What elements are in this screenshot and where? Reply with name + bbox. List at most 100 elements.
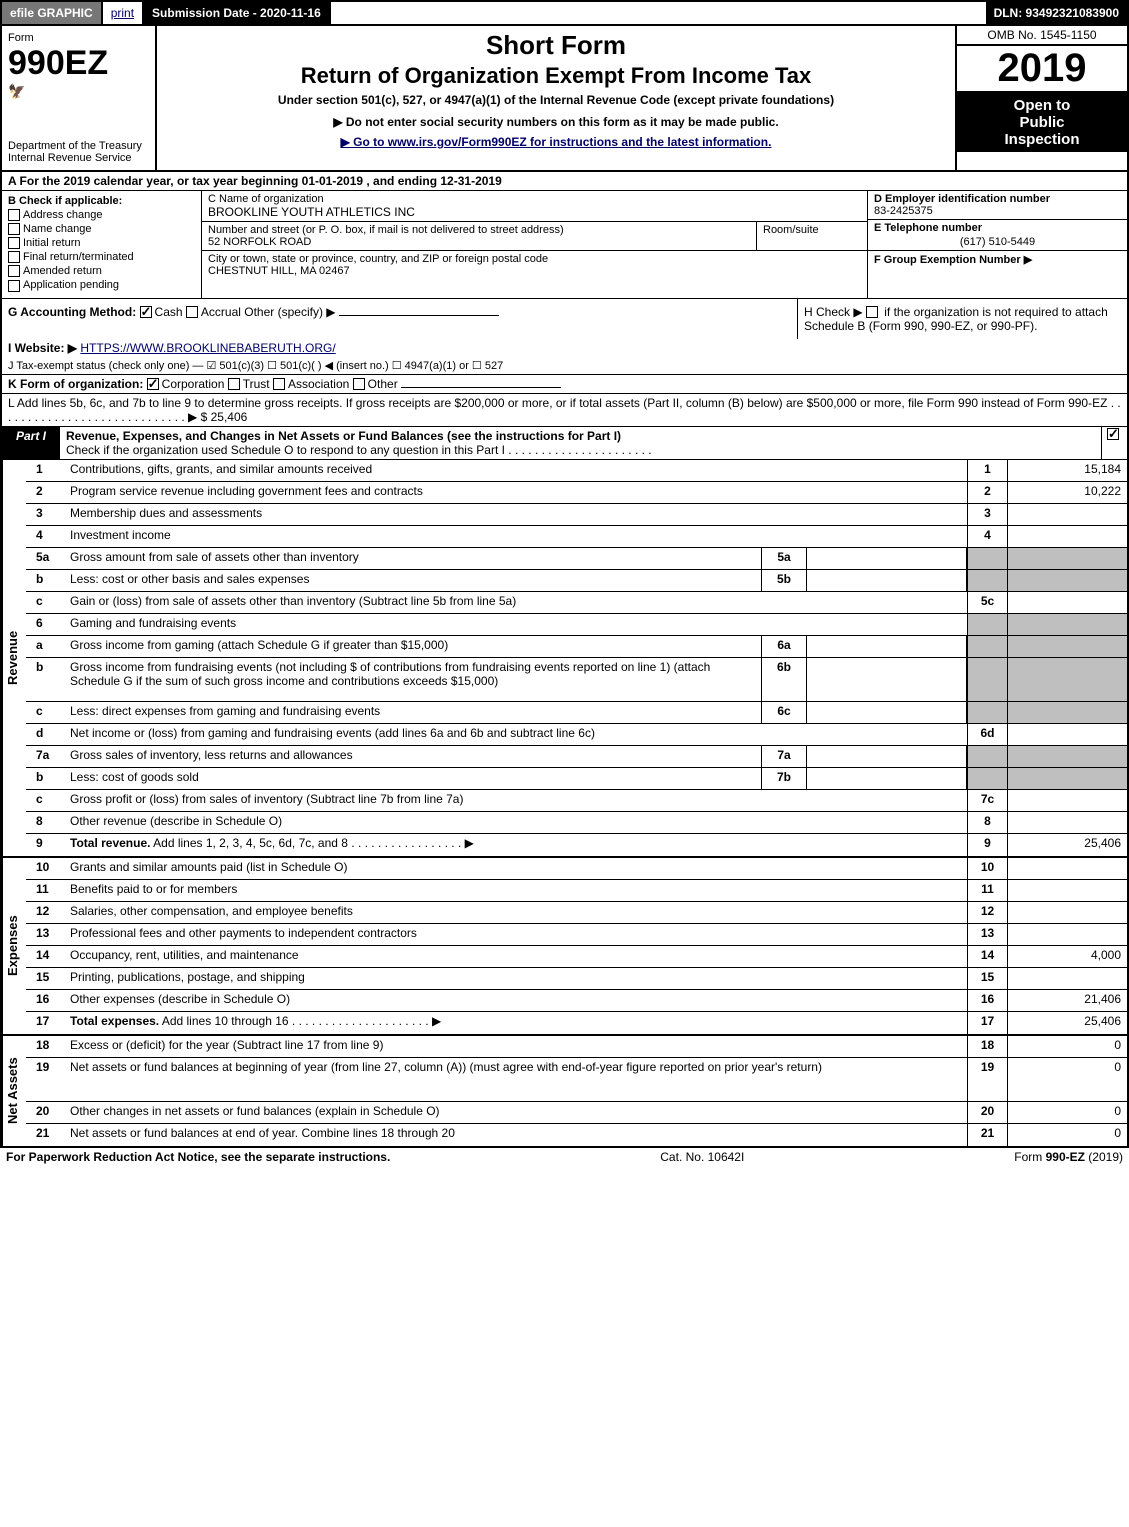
irs-url[interactable]: ▶ Go to www.irs.gov/Form990EZ for instru… (341, 135, 772, 149)
chk-application-pending[interactable]: Application pending (8, 279, 195, 291)
line-number: a (26, 636, 66, 657)
table-row: 5aGross amount from sale of assets other… (26, 548, 1127, 570)
table-row: 15Printing, publications, postage, and s… (26, 968, 1127, 990)
chk-assoc[interactable] (273, 378, 285, 390)
dln: DLN: 93492321083900 (986, 2, 1127, 24)
table-row: 13Professional fees and other payments t… (26, 924, 1127, 946)
website-link[interactable]: HTTPS://WWW.BROOKLINEBABERUTH.ORG/ (80, 341, 335, 355)
header-mid: Short Form Return of Organization Exempt… (157, 26, 957, 170)
line-ref: 15 (967, 968, 1007, 989)
omb-number: OMB No. 1545-1150 (957, 26, 1127, 46)
table-row: 9Total revenue. Add lines 1, 2, 3, 4, 5c… (26, 834, 1127, 856)
line-amount: 0 (1007, 1036, 1127, 1057)
l-text: L Add lines 5b, 6c, and 7b to line 9 to … (8, 396, 1121, 424)
table-row: cLess: direct expenses from gaming and f… (26, 702, 1127, 724)
chk-trust[interactable] (228, 378, 240, 390)
part1-check-text: Check if the organization used Schedule … (66, 443, 652, 457)
part1-bar: Part I Revenue, Expenses, and Changes in… (0, 427, 1129, 460)
chk-cash[interactable] (140, 306, 152, 318)
line-description: Excess or (deficit) for the year (Subtra… (66, 1036, 967, 1057)
line-ref: 13 (967, 924, 1007, 945)
table-row: 10Grants and similar amounts paid (list … (26, 858, 1127, 880)
i-label: I Website: ▶ (8, 341, 77, 355)
part1-label: Part I (2, 427, 60, 459)
table-row: 4Investment income4 (26, 526, 1127, 548)
table-row: cGross profit or (loss) from sales of in… (26, 790, 1127, 812)
chk-accrual[interactable] (186, 306, 198, 318)
line-ref: 5c (967, 592, 1007, 613)
chk-address-change[interactable]: Address change (8, 209, 195, 221)
c-street-row: Number and street (or P. O. box, if mail… (202, 222, 867, 251)
line-number: 10 (26, 858, 66, 879)
chk-amended-return[interactable]: Amended return (8, 265, 195, 277)
sub-line-value (807, 702, 967, 723)
chk-name-change[interactable]: Name change (8, 223, 195, 235)
line-number: 11 (26, 880, 66, 901)
sub-line-value (807, 636, 967, 657)
line-ref: 8 (967, 812, 1007, 833)
e-label: E Telephone number (874, 222, 982, 234)
line-ref: 12 (967, 902, 1007, 923)
line-description: Total expenses. Add lines 10 through 16 … (66, 1012, 967, 1034)
line-amount-grey (1007, 636, 1127, 657)
line-number: 3 (26, 504, 66, 525)
line-ref: 19 (967, 1058, 1007, 1101)
sub-line-value (807, 570, 967, 591)
line-number: c (26, 702, 66, 723)
c-name-value: BROOKLINE YOUTH ATHLETICS INC (208, 205, 415, 219)
line-amount (1007, 880, 1127, 901)
chk-h[interactable] (866, 306, 878, 318)
line-number: 17 (26, 1012, 66, 1034)
line-number: 21 (26, 1124, 66, 1146)
chk-corp[interactable] (147, 378, 159, 390)
other-specify-input[interactable] (339, 315, 499, 316)
section-f: F Group Exemption Number ▶ (868, 251, 1127, 268)
line-amount (1007, 790, 1127, 811)
section-c: C Name of organization BROOKLINE YOUTH A… (202, 191, 867, 298)
line-number: 8 (26, 812, 66, 833)
chk-other[interactable] (353, 378, 365, 390)
form-word: Form (8, 32, 149, 44)
line-amount-grey (1007, 570, 1127, 591)
table-row: 12Salaries, other compensation, and empl… (26, 902, 1127, 924)
irs: Internal Revenue Service (8, 152, 149, 164)
line-description: Total revenue. Add lines 1, 2, 3, 4, 5c,… (66, 834, 967, 856)
print-link[interactable]: print (103, 2, 144, 24)
l-value: 25,406 (211, 410, 248, 424)
submission-date-text: Submission Date - 2020-11-16 (152, 6, 321, 20)
line-description: Gross profit or (loss) from sales of inv… (66, 790, 967, 811)
line-amount: 0 (1007, 1124, 1127, 1146)
line-ref: 17 (967, 1012, 1007, 1034)
line-ref: 9 (967, 834, 1007, 856)
department: Department of the Treasury (8, 140, 149, 152)
part1-check-o[interactable] (1101, 427, 1127, 459)
line-amount (1007, 526, 1127, 547)
short-form-title: Short Form (163, 30, 949, 61)
table-row: cGain or (loss) from sale of assets othe… (26, 592, 1127, 614)
goto-link[interactable]: ▶ Go to www.irs.gov/Form990EZ for instru… (163, 135, 949, 149)
part1-title: Revenue, Expenses, and Changes in Net As… (60, 427, 1101, 459)
chk-final-return[interactable]: Final return/terminated (8, 251, 195, 263)
line-description: Printing, publications, postage, and shi… (66, 968, 967, 989)
table-row: 3Membership dues and assessments3 (26, 504, 1127, 526)
k-other-input[interactable] (401, 387, 561, 388)
line-number: 20 (26, 1102, 66, 1123)
table-row: 2Program service revenue including gover… (26, 482, 1127, 504)
f-label: F Group Exemption Number ▶ (874, 254, 1032, 266)
line-ref: 2 (967, 482, 1007, 503)
c-city-value: CHESTNUT HILL, MA 02467 (208, 265, 350, 277)
efile-graphic-button[interactable]: efile GRAPHIC (2, 2, 103, 24)
row-i: I Website: ▶ HTTPS://WWW.BROOKLINEBABERU… (0, 339, 1129, 357)
line-number: 1 (26, 460, 66, 481)
line-number: 19 (26, 1058, 66, 1101)
efile-label: efile GRAPHIC (10, 6, 93, 20)
c-name: C Name of organization BROOKLINE YOUTH A… (202, 191, 867, 222)
c-room: Room/suite (757, 222, 867, 250)
chk-initial-return[interactable]: Initial return (8, 237, 195, 249)
table-row: 8Other revenue (describe in Schedule O)8 (26, 812, 1127, 834)
line-description: Net income or (loss) from gaming and fun… (66, 724, 967, 745)
sub-line-value (807, 548, 967, 569)
open2: Public (959, 114, 1125, 131)
line-amount: 21,406 (1007, 990, 1127, 1011)
line-amount-grey (1007, 548, 1127, 569)
